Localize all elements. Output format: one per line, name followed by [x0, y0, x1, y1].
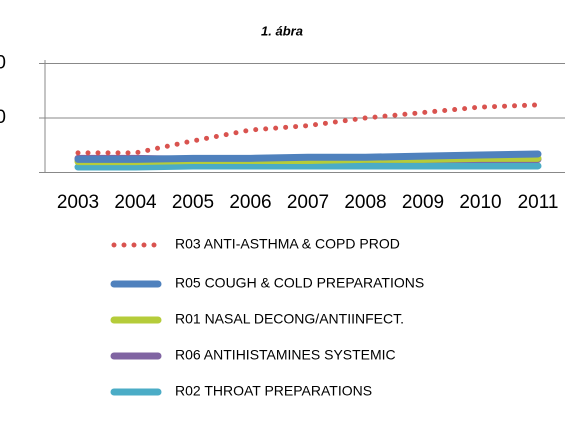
- x-tick-label: 2010: [459, 192, 501, 213]
- x-tick-label: 2003: [57, 192, 99, 213]
- legend-label: R01 NASAL DECONG/ANTIINFECT.: [175, 311, 404, 327]
- legend-label: R06 ANTIHISTAMINES SYSTEMIC: [175, 347, 396, 363]
- x-tick-label: 2006: [229, 192, 271, 213]
- x-tick-label: 2009: [402, 192, 444, 213]
- x-tick-label: 2004: [114, 192, 157, 213]
- series-line: [75, 102, 541, 156]
- y-tick-label: 0: [0, 107, 6, 128]
- series-line: [74, 150, 542, 163]
- y-tick-label: 0: [0, 53, 6, 74]
- legend-label: R02 THROAT PREPARATIONS: [175, 383, 372, 399]
- series-line: [74, 162, 542, 171]
- legend-label: R05 COUGH & COLD PREPARATIONS: [175, 275, 424, 291]
- x-tick-label: 2005: [172, 192, 214, 213]
- x-tick-label: 2011: [518, 192, 559, 213]
- x-tick-label: 2008: [344, 192, 386, 213]
- x-tick-label: 2007: [287, 192, 329, 213]
- legend-label: R03 ANTI-ASTHMA & COPD PROD: [175, 236, 400, 252]
- chart-title: 1. ábra: [261, 23, 303, 38]
